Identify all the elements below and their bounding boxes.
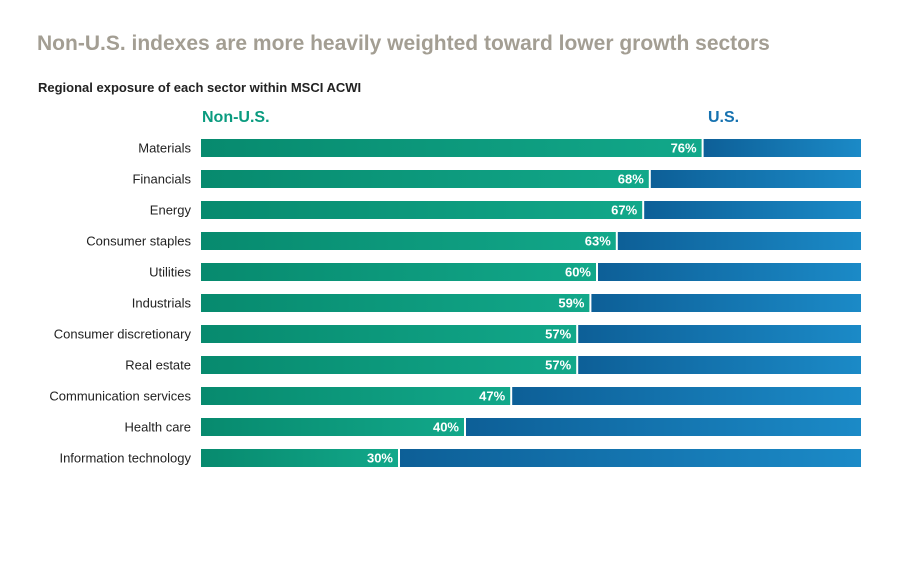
bar-non-us-consumer-discretionary xyxy=(201,325,578,343)
bar-us-consumer-discretionary xyxy=(577,325,861,343)
chart-subtitle: Regional exposure of each sector within … xyxy=(38,80,362,95)
category-label-consumer-discretionary: Consumer discretionary xyxy=(54,327,192,342)
bar-non-us-real-estate xyxy=(201,356,578,374)
bar-non-us-information-technology xyxy=(201,449,399,467)
bar-us-industrials xyxy=(590,294,861,312)
category-label-information-technology: Information technology xyxy=(59,451,191,466)
value-label-financials: 68% xyxy=(618,172,644,187)
bar-non-us-energy xyxy=(201,201,644,219)
bar-us-information-technology xyxy=(399,449,861,467)
value-label-communication-services: 47% xyxy=(479,389,505,404)
bar-us-financials xyxy=(649,170,861,188)
category-label-industrials: Industrials xyxy=(132,296,192,311)
bar-non-us-materials xyxy=(201,139,703,157)
category-label-energy: Energy xyxy=(150,203,192,218)
legend-us: U.S. xyxy=(708,109,740,126)
value-label-energy: 67% xyxy=(611,203,637,218)
value-label-information-technology: 30% xyxy=(367,451,393,466)
bar-us-real-estate xyxy=(577,356,861,374)
bar-non-us-industrials xyxy=(201,294,591,312)
legend-non-us: Non-U.S. xyxy=(202,109,270,126)
bar-us-energy xyxy=(643,201,861,219)
bar-us-consumer-staples xyxy=(616,232,861,250)
chart-title: Non-U.S. indexes are more heavily weight… xyxy=(37,32,770,55)
value-label-utilities: 60% xyxy=(565,265,591,280)
category-label-communication-services: Communication services xyxy=(49,389,191,404)
bar-us-communication-services xyxy=(511,387,861,405)
value-label-industrials: 59% xyxy=(558,296,584,311)
bar-non-us-communication-services xyxy=(201,387,512,405)
category-label-real-estate: Real estate xyxy=(125,358,191,373)
bar-non-us-health-care xyxy=(201,418,465,436)
value-label-materials: 76% xyxy=(671,141,697,156)
category-label-materials: Materials xyxy=(138,141,191,156)
bar-us-utilities xyxy=(597,263,861,281)
category-label-health-care: Health care xyxy=(125,420,191,435)
value-label-consumer-discretionary: 57% xyxy=(545,327,571,342)
bar-non-us-consumer-staples xyxy=(201,232,617,250)
bar-us-health-care xyxy=(465,418,861,436)
value-label-health-care: 40% xyxy=(433,420,459,435)
bar-us-materials xyxy=(702,139,861,157)
bar-non-us-utilities xyxy=(201,263,597,281)
value-label-consumer-staples: 63% xyxy=(585,234,611,249)
bar-non-us-financials xyxy=(201,170,650,188)
category-label-consumer-staples: Consumer staples xyxy=(86,234,191,249)
category-label-utilities: Utilities xyxy=(149,265,191,280)
value-label-real-estate: 57% xyxy=(545,358,571,373)
category-label-financials: Financials xyxy=(132,172,191,187)
